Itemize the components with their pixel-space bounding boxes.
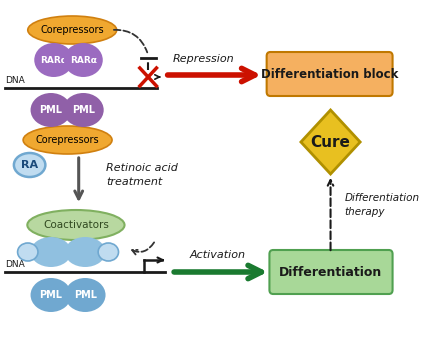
Text: PML: PML xyxy=(72,105,95,115)
FancyBboxPatch shape xyxy=(267,52,392,96)
Ellipse shape xyxy=(34,43,73,77)
Text: Activation: Activation xyxy=(190,250,246,260)
Ellipse shape xyxy=(65,237,106,267)
Text: PML: PML xyxy=(39,290,62,300)
Ellipse shape xyxy=(64,43,103,77)
Ellipse shape xyxy=(28,16,117,44)
Text: PML: PML xyxy=(74,290,97,300)
Text: Retinoic acid
treatment: Retinoic acid treatment xyxy=(107,163,178,187)
Text: DNA: DNA xyxy=(5,260,24,269)
Text: Repression: Repression xyxy=(173,54,235,64)
Text: RA: RA xyxy=(21,248,34,256)
Ellipse shape xyxy=(98,243,119,261)
Ellipse shape xyxy=(23,126,112,154)
Ellipse shape xyxy=(14,153,45,177)
Text: Coactivators: Coactivators xyxy=(43,220,109,230)
Text: Differentiation
therapy: Differentiation therapy xyxy=(345,193,419,217)
Ellipse shape xyxy=(65,278,106,312)
Text: Corepressors: Corepressors xyxy=(36,135,99,145)
Text: DNA: DNA xyxy=(5,76,24,85)
Polygon shape xyxy=(301,110,360,174)
Text: Cure: Cure xyxy=(311,135,351,149)
Ellipse shape xyxy=(27,210,125,240)
Ellipse shape xyxy=(30,93,71,127)
Text: Differentiation: Differentiation xyxy=(279,266,382,279)
Text: RA: RA xyxy=(21,160,38,170)
Text: RARα: RARα xyxy=(70,55,97,64)
Text: RA: RA xyxy=(102,248,115,256)
Ellipse shape xyxy=(63,93,104,127)
Ellipse shape xyxy=(30,278,71,312)
Text: Corepressors: Corepressors xyxy=(40,25,104,35)
Text: RARα: RARα xyxy=(71,248,99,256)
FancyBboxPatch shape xyxy=(270,250,392,294)
Text: PML: PML xyxy=(39,105,62,115)
Text: RARα: RARα xyxy=(37,248,65,256)
Ellipse shape xyxy=(30,237,71,267)
Text: Differentiation block: Differentiation block xyxy=(261,68,398,81)
Ellipse shape xyxy=(18,243,38,261)
Text: RARα: RARα xyxy=(40,55,67,64)
